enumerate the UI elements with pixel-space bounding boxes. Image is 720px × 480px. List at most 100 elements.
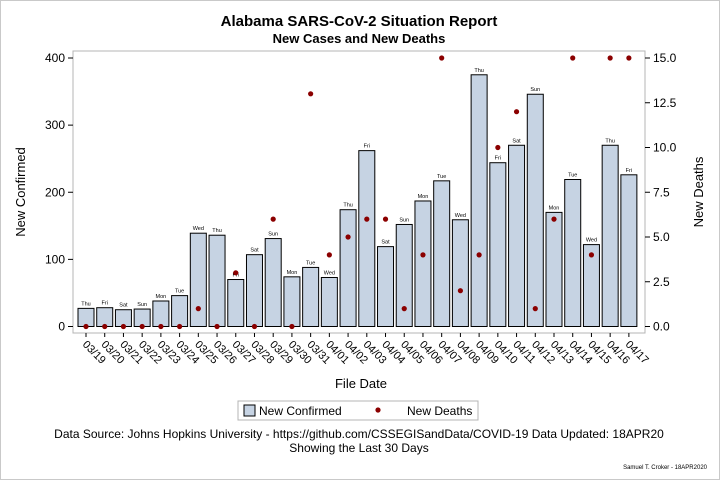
weekday-label: Sun [399,217,409,223]
bars-layer [77,74,638,328]
legend-confirmed-swatch [243,404,256,417]
y-axis: 0 100 200 300 400 [45,51,73,334]
weekday-labels-layer: Thu Fri Sat Sun Mon Tue Wed Thu Fri Sat Sun Mon Tue W… [81,68,632,309]
confirmed-bar [582,244,600,327]
confirmed-bar [470,74,488,327]
weekday-label: Fri [495,156,501,162]
y2-tick-label: 7.5 [653,185,670,199]
y-tick-label: 400 [45,51,65,65]
death-marker [345,234,351,240]
weekday-label: Mon [549,205,560,211]
death-marker [195,306,201,312]
y2-tick-label: 15.0 [653,51,677,65]
death-marker [270,216,276,222]
death-marker [102,323,108,330]
death-marker [570,55,576,61]
y-axis-label: New Confirmed [13,147,28,237]
weekday-label: Sun [268,232,278,238]
confirmed-bar [377,246,395,327]
weekday-label: Fri [102,301,108,307]
weekday-label: Wed [193,226,204,232]
confirmed-bar [133,308,151,327]
weekday-label: Fri [364,144,370,150]
weekday-label: Fri [626,168,632,174]
confirmed-bar [489,162,507,327]
weekday-label: Fri [233,273,239,279]
death-marker [251,323,258,330]
weekday-label: Sun [137,302,147,308]
weekday-label: Tue [437,174,446,180]
confirmed-bar [508,144,526,327]
data-source-note: Data Source: Johns Hopkins University - … [54,427,664,441]
confirmed-bar [433,180,451,327]
confirmed-bar [208,234,226,328]
y2-tick-label: 2.5 [653,275,670,289]
weekday-label: Thu [605,138,614,144]
death-marker [120,323,127,330]
death-marker [420,252,426,258]
weekday-label: Thu [474,68,483,74]
x-axis-label: File Date [335,376,387,391]
death-marker [401,306,407,312]
death-marker [364,216,370,222]
weekday-label: Thu [212,228,221,234]
confirmed-bar [395,223,413,327]
confirmed-bar [339,209,357,327]
y2-tick-label: 10.0 [653,141,677,155]
weekday-label: Mon [287,270,298,276]
confirmed-bar [302,266,320,327]
weekday-label: Wed [455,213,466,219]
y-tick-label: 300 [45,118,65,132]
confirmed-bar [152,300,170,327]
weekday-label: Mon [418,194,429,200]
period-note: Showing the Last 30 Days [289,441,428,455]
death-marker [83,323,89,330]
death-marker [308,91,314,97]
death-marker [588,252,595,258]
y2-tick-label: 12.5 [653,96,677,110]
confirmed-bar [601,144,619,327]
confirmed-bar [283,276,301,328]
death-marker [214,323,220,330]
confirmed-bar [320,276,338,327]
death-marker [382,216,389,222]
weekday-label: Tue [175,289,184,295]
weekday-label: Sun [530,87,540,93]
weekday-label: Mon [156,294,167,300]
confirmed-bar [545,211,563,327]
weekday-label: Tue [568,172,577,178]
death-marker [158,323,164,330]
legend: New Confirmed New Deaths [237,400,479,421]
death-marker [233,270,239,276]
weekday-label: Sat [381,240,390,246]
legend-deaths-label: New Deaths [407,404,472,418]
y2-tick-label: 5.0 [653,230,670,244]
death-marker [607,55,613,61]
y2-axis-label: New Deaths [691,156,706,227]
death-marker [439,55,445,61]
confirmed-bar [526,93,544,327]
death-marker [626,55,632,61]
weekday-label: Wed [586,238,597,244]
confirmed-bar [77,307,95,328]
weekday-label: Thu [343,203,352,209]
death-marker [476,252,482,258]
weekday-label: Thu [81,301,90,307]
deaths-layer [83,55,632,330]
death-marker [326,252,332,258]
confirmed-bar [96,307,114,327]
legend-deaths-marker [375,407,381,413]
chart-title: Alabama SARS-CoV-2 Situation Report [221,13,498,30]
confirmed-bar [189,232,207,327]
weekday-label: Sat [250,248,259,254]
death-marker [551,216,557,222]
y-tick-label: 100 [45,252,65,266]
weekday-label: Sat [512,138,521,144]
death-marker [495,144,501,151]
weekday-label: Wed [324,270,335,276]
confirmed-bar [171,295,189,327]
confirmed-bar [245,254,263,328]
death-marker [513,109,520,115]
